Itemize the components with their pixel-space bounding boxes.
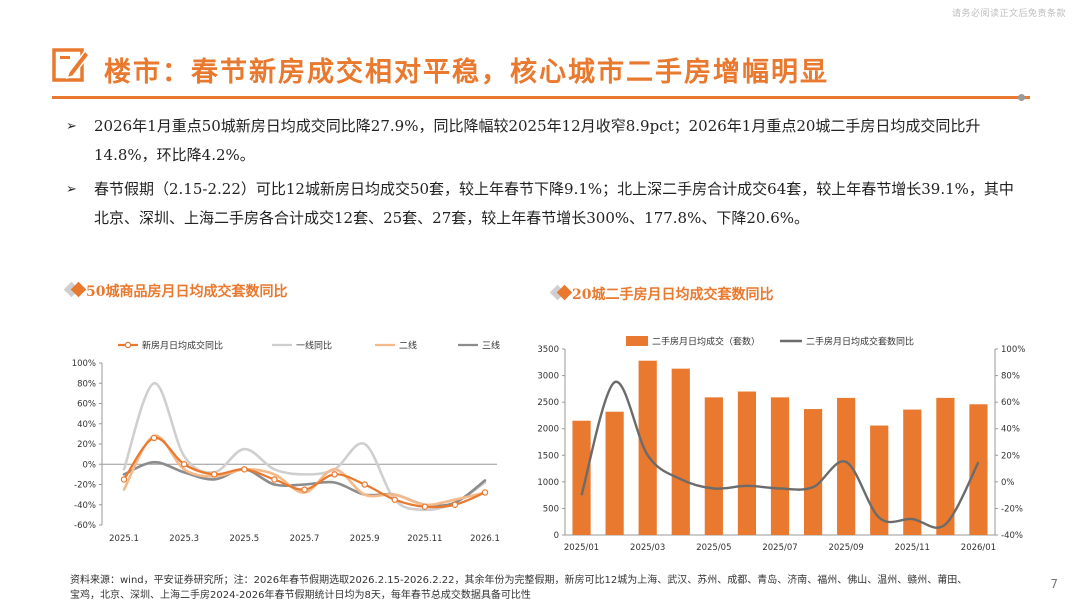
- chart2-right-tick-label: 40%: [1001, 425, 1020, 435]
- chart1-y-tick-label: 40%: [77, 420, 96, 430]
- chart1-x-tick-label: 2025.3: [169, 534, 199, 544]
- chart1-legend-label: 二线: [399, 340, 417, 352]
- chart1-data-point: [211, 471, 218, 478]
- page-number: 7: [1050, 577, 1058, 591]
- chart2-bar: [737, 391, 757, 535]
- chart2-x-tick-label: 2025/05: [696, 543, 731, 553]
- chart2-legend-bar-label: 二手房月日均成交（套数）: [652, 336, 760, 348]
- page-title: 楼市：春节新房成交相对平稳，核心城市二手房增幅明显: [104, 57, 829, 88]
- bullet-arrow-icon: ➢: [66, 119, 77, 134]
- disclaimer: 请务必阅读正文后免责条款: [951, 9, 1066, 19]
- pencil-edit-icon: [52, 48, 90, 82]
- chart2-right-tick-label: 100%: [1001, 345, 1025, 355]
- chart2-bar: [638, 360, 657, 535]
- chart2-right-tick-label: 0%: [1001, 478, 1015, 488]
- chart1-y-tick-label: -40%: [74, 501, 96, 511]
- chart1-legend-label: 三线: [482, 340, 500, 352]
- title-rule: [52, 96, 1030, 99]
- chart1-title-text: 50城商品房月日均成交套数同比: [86, 284, 288, 300]
- chart2-bar: [770, 397, 790, 535]
- bullet-2-text: 春节假期（2.15-2.22）可比12城新房日均成交50套，较上年春节下降9.1…: [94, 180, 1014, 227]
- chart2-right-tick-label: 60%: [1001, 398, 1020, 408]
- chart2-left-tick-label: 3000: [537, 372, 559, 382]
- chart2-legend-line-label: 二手房月日均成交套数同比: [806, 336, 914, 348]
- chart1-x-tick-label: 2025.9: [350, 534, 380, 544]
- chart2-legend-bar-swatch: [626, 336, 648, 346]
- chart1-y-tick-label: -60%: [74, 521, 96, 531]
- chart1-data-point: [180, 461, 188, 468]
- chart2-x-tick-label: 2025/07: [762, 543, 797, 553]
- chart1-y-tick-label: 20%: [77, 440, 96, 450]
- chart1-x-tick-label: 2026.1: [470, 534, 500, 544]
- chart1-legend-label: 一线同比: [296, 340, 332, 352]
- chart2-x-tick-label: 2025/11: [895, 543, 930, 553]
- chart1-series-line-4: [122, 460, 487, 508]
- chart1-y-tick-label: 60%: [77, 400, 96, 410]
- chart1-x-tick-label: 2025.1: [109, 534, 139, 544]
- chart2-bar: [936, 397, 955, 535]
- chart2-bar: [605, 411, 624, 535]
- chart1-series-line-3: [122, 434, 487, 507]
- chart2-right-tick-label: 80%: [1001, 372, 1020, 382]
- chart2-left-tick-label: 0: [554, 531, 559, 541]
- chart1-title: 50城商品房月日均成交套数同比: [63, 281, 288, 301]
- chart2-x-tick-label: 2025/03: [630, 543, 665, 553]
- chart2-bar: [572, 420, 591, 535]
- chart1-data-point: [301, 486, 308, 493]
- chart2-left-tick-label: 1000: [537, 478, 559, 488]
- chart1-y-tick-label: 100%: [72, 359, 96, 369]
- bullet-2: ➢ 春节假期（2.15-2.22）可比12城新房日均成交50套，较上年春节下降9…: [66, 175, 1016, 233]
- chart1-x-tick-label: 2025.11: [407, 534, 442, 544]
- chart2-yoy-line: [580, 380, 980, 529]
- chart1-data-point: [150, 434, 158, 442]
- chart1-y-tick-label: 80%: [77, 379, 96, 389]
- chart1-legend-label: 新房月日均成交同比: [142, 340, 223, 352]
- chart2-left-tick-label: 2000: [537, 425, 559, 435]
- source-note: 资料来源：wind，平安证券研究所；注：2026年春节假期选取2026.2.15…: [70, 575, 968, 601]
- chart2-left-tick-label: 2500: [537, 398, 559, 408]
- chart2-bar: [671, 368, 690, 535]
- chart2-right-tick-label: -20%: [1001, 504, 1023, 514]
- chart2-x-tick-label: 2025/09: [828, 543, 863, 553]
- chart2-right-tick-label: -40%: [1001, 531, 1023, 541]
- chart2-bar: [837, 397, 856, 535]
- chart2-bar: [969, 404, 988, 535]
- chart1-y-tick-label: -20%: [74, 481, 96, 491]
- chart2-x-tick-label: 2025/01: [564, 543, 599, 553]
- chart1-data-point: [120, 476, 128, 483]
- chart2-bar: [903, 409, 922, 535]
- chart1-x-tick-label: 2025.5: [229, 534, 259, 544]
- chart2-bar: [803, 409, 823, 535]
- chart2-left-tick-label: 500: [543, 504, 559, 514]
- chart1-data-point: [451, 501, 459, 508]
- title-rule-end: [1018, 94, 1025, 101]
- chart1-data-point: [241, 466, 248, 473]
- chart1-legend-marker: [124, 341, 132, 349]
- chart1-y-tick-label: 0%: [83, 460, 97, 470]
- chart2-title: 20城二手房月日均成交套数同比: [549, 284, 774, 304]
- bullet-arrow-icon: ➢: [66, 182, 77, 197]
- bullet-1: ➢ 2026年1月重点50城新房日均成交同比降27.9%，同比降幅较2025年1…: [66, 112, 1016, 170]
- bullet-1-text: 2026年1月重点50城新房日均成交同比降27.9%，同比降幅较2025年12月…: [94, 117, 981, 164]
- chart2-left-tick-label: 3500: [537, 345, 559, 355]
- chart2-title-text: 20城二手房月日均成交套数同比: [572, 287, 774, 303]
- chart1-data-point: [481, 489, 489, 496]
- chart2-bar: [870, 425, 889, 535]
- chart2-x-tick-label: 2026/01: [961, 543, 996, 553]
- chart1-data-point: [361, 481, 368, 488]
- chart2-bar: [704, 397, 723, 535]
- chart1-data-point: [271, 476, 278, 483]
- chart2-left-tick-label: 1500: [537, 451, 559, 461]
- chart1-series-line-1: [122, 436, 487, 509]
- chart1-x-tick-label: 2025.7: [290, 534, 320, 544]
- chart1-data-point: [421, 503, 429, 510]
- chart1-data-point: [391, 496, 398, 503]
- chart1-series-line-2: [122, 381, 487, 512]
- chart2-right-tick-label: 20%: [1001, 451, 1020, 461]
- chart1-data-point: [331, 471, 338, 478]
